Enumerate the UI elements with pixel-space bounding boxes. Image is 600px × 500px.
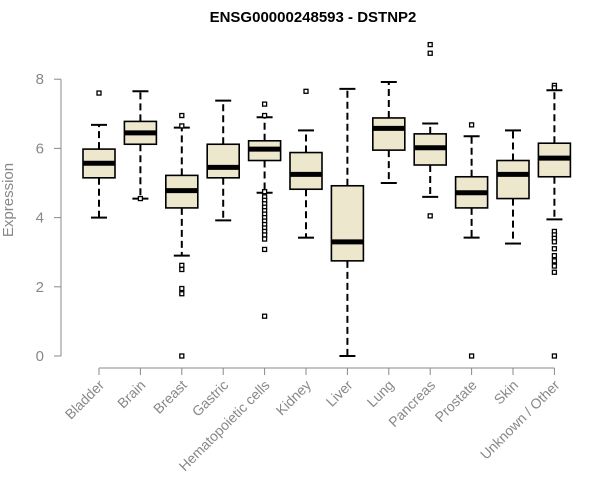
outlier-point-breast [179,353,185,359]
box-kidney [289,151,323,191]
chart-title: ENSG00000248593 - DSTNP2 [210,9,417,26]
outlier-point-unknown-other [551,246,558,252]
box-gastric [206,143,240,179]
x-tick-label-kidney: Kidney [273,377,315,419]
y-tick-label: 2 [36,279,44,296]
outlier-point-unknown-other [551,239,558,245]
y-tick-label: 0 [36,348,44,365]
outlier-point-bladder [96,90,102,96]
x-tick-label-bladder: Bladder [62,377,108,423]
x-tick-label-unknown-other: Unknown / Other [477,377,563,463]
outlier-point-breast [179,266,185,273]
outlier-point-hematopoietic-cells [261,236,268,242]
outlier-point-prostate [468,353,475,359]
outlier-point-breast [179,123,185,129]
outlier-point-hematopoietic-cells [261,101,268,107]
outlier-point-hematopoietic-cells [261,232,268,238]
outlier-point-unknown-other [551,263,558,269]
x-tick-label-lung: Lung [364,377,397,410]
outlier-point-unknown-other [551,353,558,359]
outlier-point-unknown-other [551,269,558,275]
x-tick-label-breast: Breast [150,377,190,417]
outlier-point-kidney [303,88,309,94]
box-lung [371,117,406,151]
outlier-point-unknown-other [551,85,558,91]
outlier-point-pancreas [427,50,433,56]
outlier-point-breast [179,285,185,292]
x-tick-label-brain: Brain [114,377,148,411]
x-tick-label-liver: Liver [323,377,356,410]
x-tick-label-prostate: Prostate [432,377,480,425]
outlier-point-breast [179,262,185,268]
outlier-point-hematopoietic-cells [261,112,268,119]
outlier-point-pancreas [427,213,433,219]
outlier-point-unknown-other [551,253,558,259]
outlier-point-hematopoietic-cells [261,246,268,253]
x-tick-label-skin: Skin [491,377,522,408]
y-axis-label: Expression [0,163,17,237]
outlier-point-breast [179,291,185,297]
outlier-point-breast [179,112,185,119]
y-tick-label: 4 [36,210,44,227]
outlier-point-hematopoietic-cells [261,188,268,195]
outlier-point-unknown-other [551,258,558,264]
outlier-point-pancreas [427,41,433,48]
y-tick-label: 8 [36,71,44,88]
y-tick-label: 6 [36,140,44,157]
box-liver [330,184,365,262]
outlier-point-hematopoietic-cells [261,313,268,319]
box-skin [496,159,530,200]
outlier-point-brain [137,195,144,202]
outlier-point-prostate [468,122,475,128]
